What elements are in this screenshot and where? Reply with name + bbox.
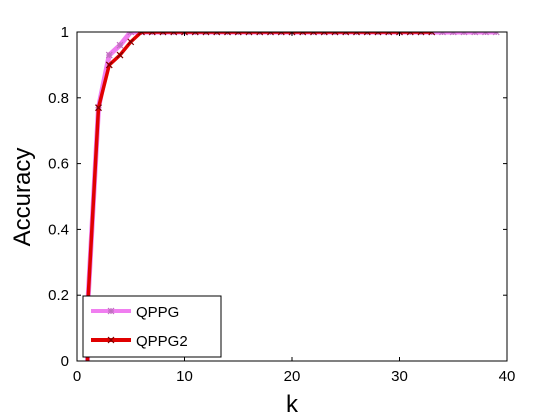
data-point	[385, 32, 393, 36]
data-point	[116, 51, 124, 59]
data-point	[181, 32, 188, 36]
data-point	[353, 32, 360, 36]
data-point	[138, 32, 145, 36]
data-point	[116, 41, 124, 49]
x-tick-label: 10	[176, 368, 193, 385]
data-point	[159, 32, 167, 36]
data-point	[267, 32, 274, 36]
data-point	[245, 32, 253, 36]
legend-label-qppg: QPPG	[136, 304, 179, 321]
y-tick-label: 1	[61, 24, 69, 41]
data-point	[310, 32, 317, 36]
data-point	[406, 32, 414, 36]
y-tick-label: 0.2	[48, 287, 69, 304]
data-point	[460, 32, 468, 36]
data-point	[213, 32, 221, 36]
data-point	[482, 32, 489, 36]
x-tick-label: 30	[391, 368, 408, 385]
y-tick-label: 0.4	[48, 221, 69, 238]
data-point	[105, 61, 113, 69]
x-tick-label: 40	[499, 368, 516, 385]
legend-marker-qppg	[107, 307, 115, 315]
data-point	[342, 32, 350, 36]
data-point	[428, 32, 436, 36]
data-point	[439, 32, 446, 36]
data-point	[277, 32, 285, 36]
data-point	[224, 32, 231, 36]
series-qppg2	[84, 32, 436, 361]
data-point	[191, 32, 199, 36]
x-axis-label: k	[286, 391, 299, 418]
data-point	[170, 32, 178, 36]
series-line	[85, 32, 432, 361]
data-point	[363, 32, 371, 36]
legend-marker-qppg2	[107, 336, 115, 344]
data-point	[299, 32, 307, 36]
x-tick-label: 20	[284, 368, 301, 385]
legend-label-qppg2: QPPG2	[136, 333, 188, 350]
y-axis-label: Accuracy	[9, 148, 36, 247]
y-tick-label: 0.8	[48, 90, 69, 107]
data-point	[256, 32, 264, 36]
data-point	[449, 32, 457, 36]
y-tick-label: 0.6	[48, 156, 69, 173]
data-point	[374, 32, 382, 36]
data-point	[234, 32, 242, 36]
data-point	[320, 32, 328, 36]
data-point	[202, 32, 210, 36]
legend-box	[82, 295, 222, 358]
data-point	[331, 32, 339, 36]
data-point	[148, 32, 156, 36]
y-tick-label: 0	[61, 353, 69, 370]
legend: QPPG QPPG2	[82, 295, 222, 358]
data-point	[127, 32, 135, 36]
data-point	[471, 32, 479, 36]
data-point	[396, 32, 403, 36]
x-tick-label: 0	[73, 368, 81, 385]
data-point	[105, 51, 113, 59]
data-point	[127, 38, 135, 46]
data-point	[95, 104, 102, 112]
data-point	[417, 32, 425, 36]
data-point	[288, 32, 296, 36]
data-point	[492, 32, 500, 36]
